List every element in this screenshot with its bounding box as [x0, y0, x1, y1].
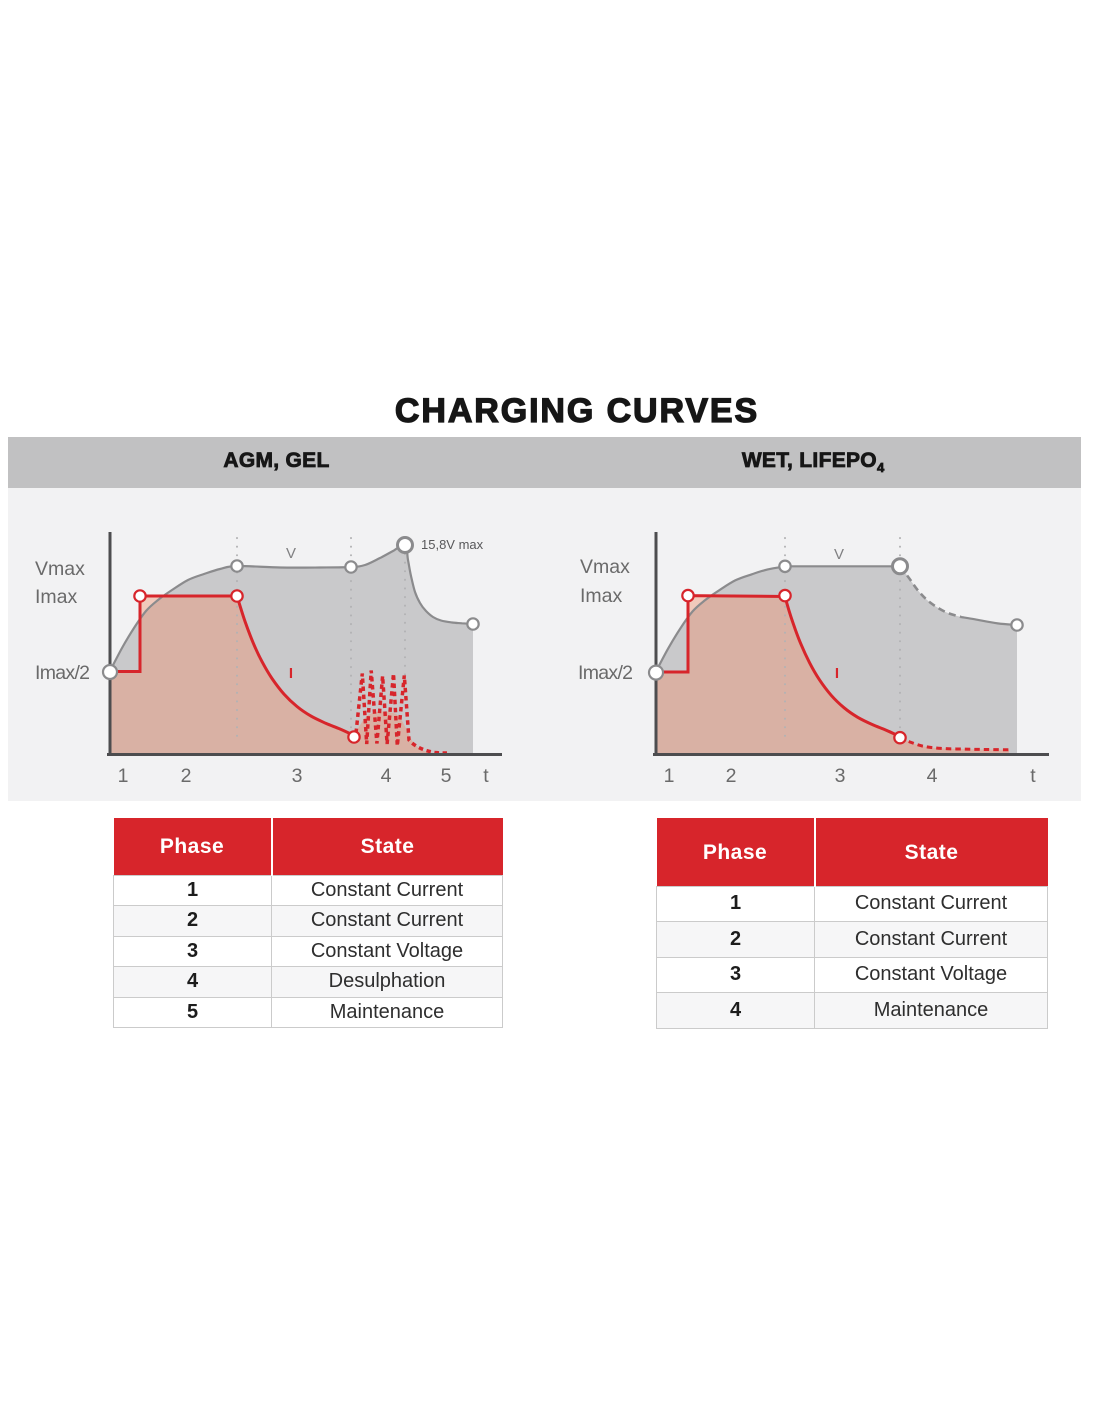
svg-text:t: t [483, 765, 489, 787]
svg-text:2: 2 [181, 765, 192, 787]
svg-text:15,8V max: 15,8V max [421, 537, 484, 552]
svg-text:I: I [835, 665, 839, 682]
svg-text:1: 1 [118, 765, 129, 787]
svg-text:Imax: Imax [35, 586, 78, 608]
svg-text:5: 5 [441, 765, 452, 787]
svg-text:V: V [286, 545, 296, 562]
svg-text:1: 1 [664, 765, 675, 787]
svg-text:3: 3 [292, 765, 303, 787]
svg-text:Imax/2: Imax/2 [578, 662, 632, 684]
svg-text:2: 2 [726, 765, 737, 787]
svg-text:Imax/2: Imax/2 [35, 662, 89, 684]
svg-text:Imax: Imax [580, 585, 623, 607]
svg-text:3: 3 [835, 765, 846, 787]
svg-text:Vmax: Vmax [580, 556, 630, 578]
svg-text:I: I [289, 665, 293, 682]
svg-text:4: 4 [927, 765, 938, 787]
svg-text:t: t [1030, 765, 1036, 787]
svg-text:4: 4 [381, 765, 392, 787]
svg-text:V: V [834, 546, 844, 563]
svg-text:Vmax: Vmax [35, 558, 85, 580]
